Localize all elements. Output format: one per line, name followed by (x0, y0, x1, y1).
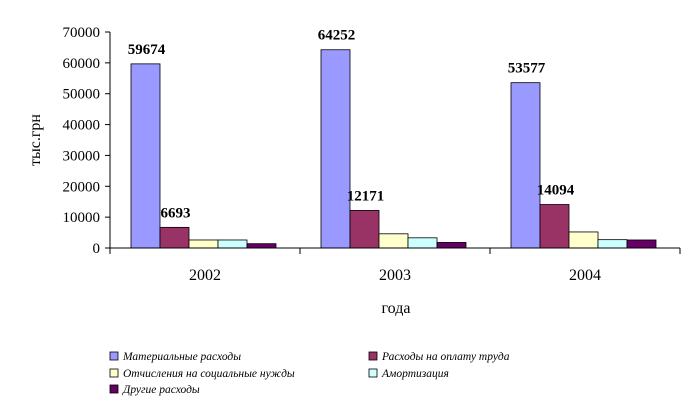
bar (349, 210, 380, 249)
y-tick-label: 60000 (63, 56, 101, 72)
bar (378, 233, 409, 249)
bar (188, 239, 219, 249)
y-tick-label: 70000 (63, 25, 101, 41)
legend: Материальные расходы Расходы на оплату тр… (109, 351, 510, 396)
x-axis: 2002 2003 2004 (109, 247, 681, 284)
legend-entry: Расходы на оплату труда (381, 351, 510, 363)
bar (568, 231, 599, 249)
bar (510, 82, 541, 249)
legend-entry: Другие расходы (122, 384, 200, 396)
y-tick-label: 40000 (63, 118, 101, 134)
x-tick-label: 2004 (569, 267, 601, 284)
bar (217, 239, 248, 249)
bar (436, 242, 467, 249)
bar (320, 49, 351, 249)
bar (130, 63, 161, 249)
data-labels: 59674 64252 53577 6693 12171 14094 (128, 28, 575, 222)
legend-entry: Отчисления на социальные нужды (123, 368, 295, 380)
bars (130, 49, 657, 249)
data-label: 14094 (537, 183, 575, 199)
x-tick-label: 2003 (379, 267, 411, 284)
bar (407, 237, 438, 249)
legend-swatch (368, 351, 378, 361)
bar (539, 204, 570, 249)
y-axis: 0 10000 20000 30000 40000 50000 60000 70000 (63, 25, 111, 257)
y-tick-label: 10000 (63, 210, 101, 226)
y-tick-label: 20000 (63, 179, 101, 195)
bar (626, 239, 657, 249)
bar (159, 226, 190, 249)
legend-swatch (368, 368, 378, 378)
legend-swatch (109, 384, 119, 394)
y-tick-label: 50000 (63, 87, 101, 103)
data-label: 6693 (161, 205, 191, 221)
legend-swatch (109, 351, 119, 361)
y-tick-label: 30000 (63, 148, 101, 164)
data-label: 53577 (508, 61, 546, 77)
legend-swatch (109, 368, 119, 378)
bar (246, 243, 277, 249)
x-tick-label: 2002 (189, 267, 221, 284)
data-label: 12171 (347, 188, 385, 204)
legend-entry: Амортизация (381, 368, 449, 380)
bar (597, 239, 628, 249)
y-axis-title: тыс.грн (27, 114, 44, 166)
legend-entry: Материальные расходы (122, 351, 241, 363)
y-tick-label: 0 (93, 241, 101, 257)
x-axis-title: года (382, 300, 411, 317)
data-label: 59674 (128, 42, 166, 58)
data-label: 64252 (318, 28, 356, 44)
